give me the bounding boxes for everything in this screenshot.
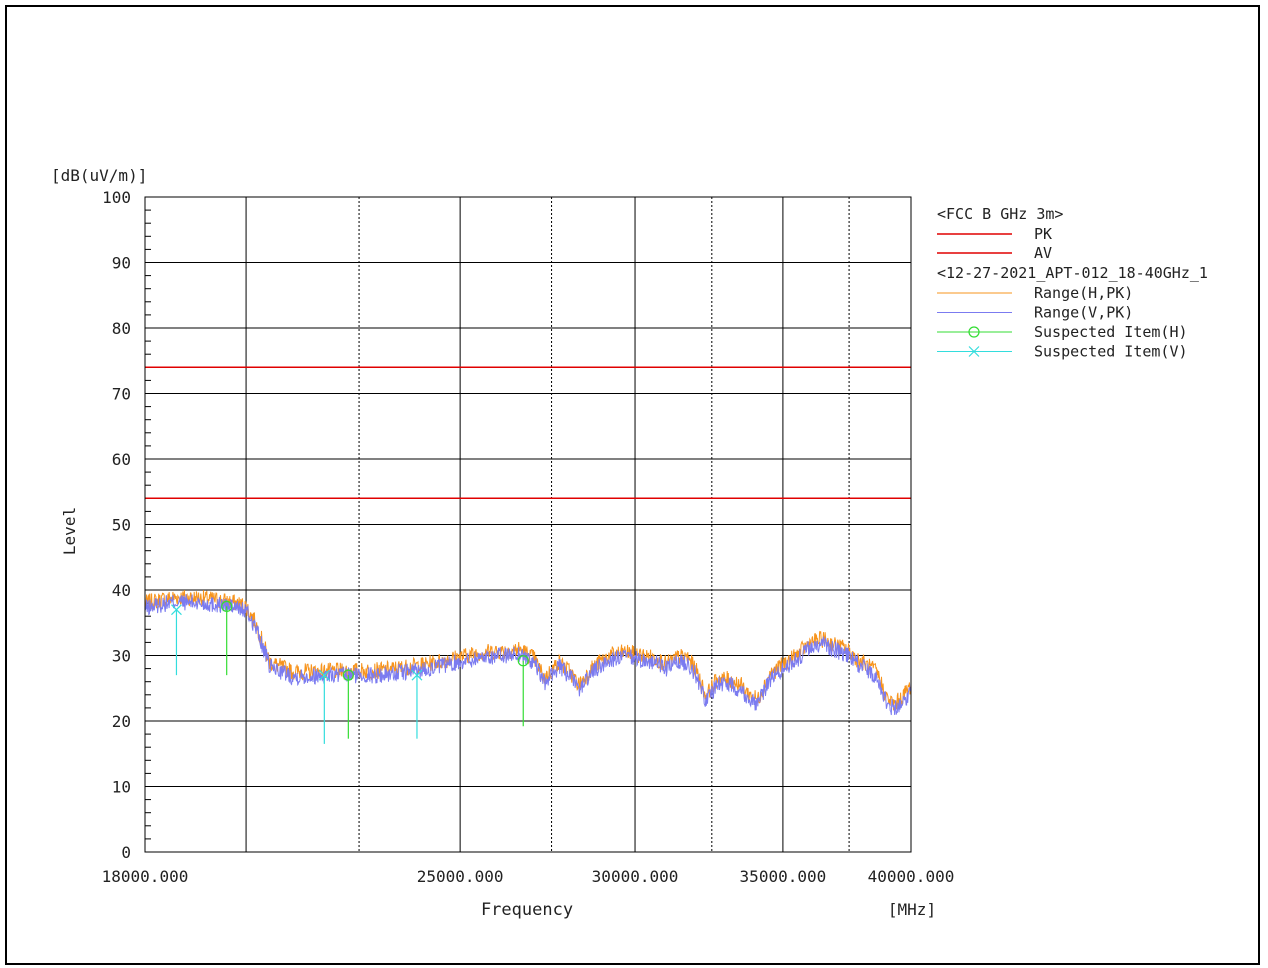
y-tick-label: 10 — [112, 778, 131, 797]
x-axis-label: Frequency — [481, 900, 573, 920]
suspected-item-v-marker — [411, 669, 423, 681]
data-series — [144, 590, 912, 716]
legend-limit-pk: PK — [1034, 225, 1052, 243]
x-unit-label: [MHz] — [888, 900, 936, 919]
y-tick-label: 60 — [112, 450, 131, 469]
y-tick-label: 100 — [102, 188, 131, 207]
y-tick-label: 0 — [121, 843, 131, 862]
trace-range-v-pk — [144, 594, 912, 716]
legend-series-label: Range(H,PK) — [1034, 284, 1133, 302]
emission-chart: 0 10 20 30 40 50 60 70 80 90 100 18000.000 25000.000… — [51, 166, 1208, 920]
x-tick-label: 40000.000 — [868, 867, 955, 886]
grid — [145, 196, 911, 853]
chart-frame: 0 10 20 30 40 50 60 70 80 90 100 18000.000 25000.000… — [5, 5, 1260, 965]
legend-x-marker — [968, 346, 980, 357]
suspected-item-v-marker — [318, 669, 330, 681]
y-tick-label: 50 — [112, 516, 131, 535]
suspected-item-h-marker — [342, 669, 354, 681]
trace-range-h-pk — [144, 590, 912, 711]
y-tick-label: 40 — [112, 581, 131, 600]
y-tick-label: 90 — [112, 254, 131, 273]
legend-series-label: Range(V,PK) — [1034, 304, 1133, 322]
suspected-item-h-marker — [517, 655, 529, 667]
suspected-item-v-marker — [171, 604, 182, 616]
legend-circle-marker — [968, 326, 980, 338]
x-tick-label: 35000.000 — [740, 867, 827, 886]
y-tick-label: 80 — [112, 319, 131, 338]
y-tick-label: 70 — [112, 385, 131, 404]
legend-series-label: Suspected Item(H) — [1034, 323, 1188, 341]
suspected-items — [171, 600, 529, 744]
y-axis-label: Level — [60, 507, 79, 555]
axes: 0 10 20 30 40 50 60 70 80 90 100 18000.000 25000.000… — [102, 188, 955, 886]
suspected-item-h-marker — [221, 600, 233, 612]
legend-limit-group-label: <FCC B GHz 3m> — [937, 205, 1063, 223]
legend-limit-av: AV — [1034, 244, 1052, 262]
limit-lines — [145, 366, 911, 500]
legend-data-group-label: <12-27-2021_APT-012_18-40GHz_1 — [937, 264, 1208, 282]
y-unit-label: [dB(uV/m)] — [51, 166, 147, 185]
y-tick-label: 20 — [112, 712, 131, 731]
x-tick-label: 18000.000 — [102, 867, 189, 886]
x-tick-label: 25000.000 — [417, 867, 504, 886]
legend-series-label: Suspected Item(V) — [1034, 343, 1188, 361]
plot-border — [144, 196, 912, 853]
y-tick-label: 30 — [112, 647, 131, 666]
x-tick-label: 30000.000 — [592, 867, 679, 886]
